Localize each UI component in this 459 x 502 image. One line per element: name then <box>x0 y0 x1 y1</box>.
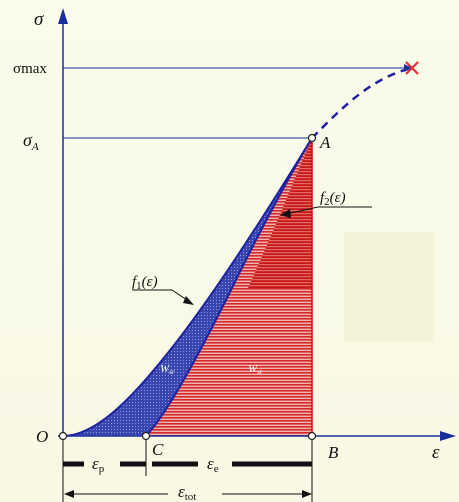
point-o-label: O <box>36 427 48 446</box>
failure-cross-icon <box>405 61 419 75</box>
f1-leader <box>132 289 191 303</box>
y-axis-arrowhead <box>58 8 68 24</box>
w-sr-label: Wsr <box>160 363 175 376</box>
dashed-continuation <box>311 66 413 139</box>
background-panel <box>344 232 434 342</box>
eps-e-label: εe <box>207 454 219 475</box>
f2-label: f2(ε) <box>320 190 346 208</box>
f1-label: f1(ε) <box>132 274 158 292</box>
f1-leader-arrowhead <box>183 296 194 305</box>
f1-curve <box>62 137 313 437</box>
x-axis-arrowhead <box>440 431 456 441</box>
point-a-marker <box>307 133 317 143</box>
unloading-area-dense <box>248 138 312 288</box>
sigma-max-label: σmax <box>13 61 47 77</box>
point-a-label: A <box>319 133 331 152</box>
x-axis-label: ε <box>432 442 440 463</box>
y-axis-label: σ <box>34 9 44 30</box>
eps-tot-label: εtot <box>178 482 196 502</box>
sigma-a-label: σA <box>23 130 39 153</box>
sigma-a-subscript: A <box>31 141 39 153</box>
f2-leader <box>285 206 372 215</box>
point-c-marker <box>141 431 151 441</box>
f2-leader-arrowhead <box>280 209 291 218</box>
point-c-label: C <box>152 440 164 459</box>
f2-curve <box>145 137 313 437</box>
eps-p-label: εp <box>92 454 105 475</box>
w-st-label: Wst <box>248 363 263 376</box>
eps-tot-arrow <box>64 490 312 498</box>
point-o-marker <box>58 431 68 441</box>
sigma-max-arrowhead <box>404 64 412 72</box>
point-b-marker <box>307 431 317 441</box>
point-b-label: B <box>328 443 339 462</box>
